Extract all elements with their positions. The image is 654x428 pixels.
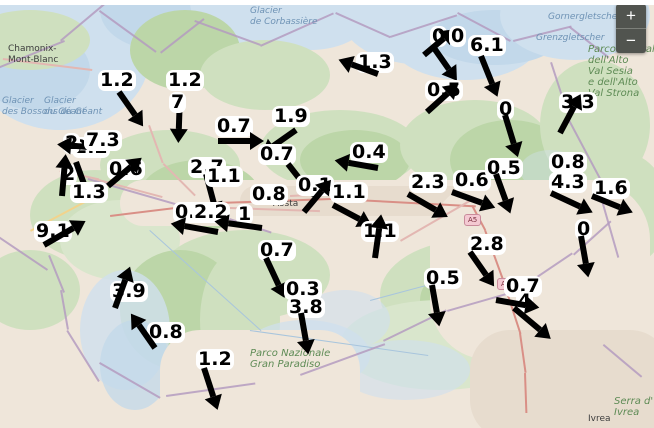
- annotation-value-label: 0.8: [549, 151, 587, 173]
- annotation-value-label: 0.7: [215, 115, 253, 137]
- zoom-in-button[interactable]: +: [616, 4, 646, 29]
- annotation-value-label: 7: [169, 91, 187, 113]
- zoom-out-button[interactable]: −: [626, 31, 636, 50]
- zoom-control[interactable]: + −: [616, 4, 646, 53]
- top-white-strip: [0, 0, 654, 5]
- annotation-value-label: 4.3: [549, 171, 587, 193]
- annotation-value-label: 1.9: [272, 105, 310, 127]
- annotation-value-label: 3.8: [287, 296, 325, 318]
- annotation-value-label: 1.1: [205, 165, 243, 187]
- annotation-value-label: 2.3: [409, 171, 447, 193]
- annotation-value-label: 0.8: [250, 183, 288, 205]
- annotation-value-label: 1.2: [196, 348, 234, 370]
- annotation-value-label: 7.3: [84, 129, 122, 151]
- annotation-value-label: 1.2: [98, 69, 136, 91]
- annotation-value-label: 1.1: [330, 181, 368, 203]
- annotation-value-label: 6.1: [468, 34, 506, 56]
- annotation-value-label: 1.2: [166, 69, 204, 91]
- annotation-value-label: 0: [449, 25, 467, 47]
- annotation-value-label: 0.4: [350, 141, 388, 163]
- annotation-value-label: 1.3: [70, 181, 108, 203]
- annotation-value-label: 0.5: [485, 157, 523, 179]
